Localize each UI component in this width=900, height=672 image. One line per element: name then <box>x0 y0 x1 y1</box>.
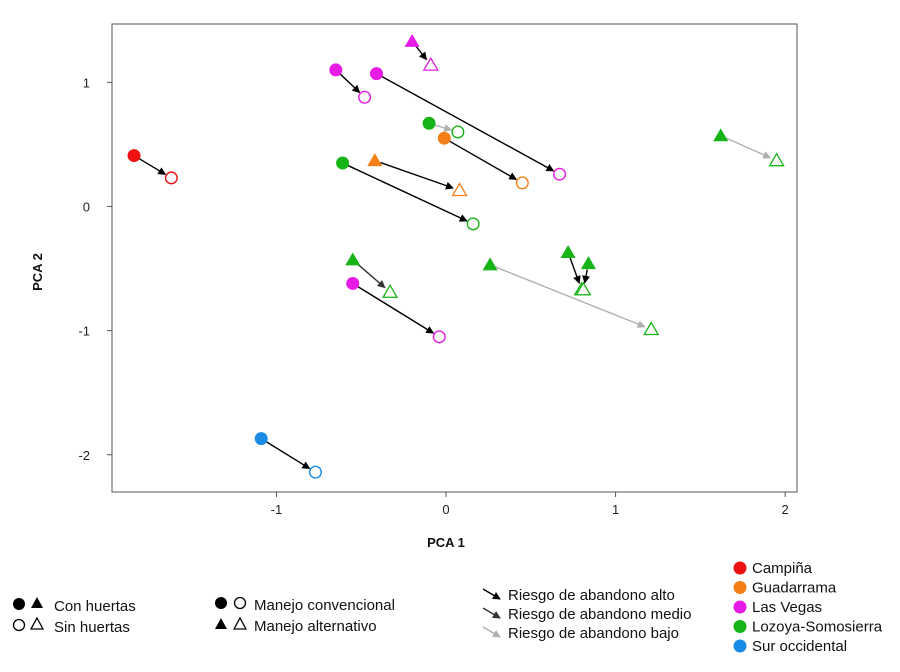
legend-region-swatch <box>733 620 747 633</box>
arrow-alto <box>339 73 361 94</box>
point-sin-huertas-triangle <box>575 281 592 296</box>
point-con-huertas-circle <box>254 432 268 446</box>
legend-manejo: Manejo convencional Manejo alternativo <box>215 596 395 635</box>
legend-arrow-bajo-icon <box>482 626 501 638</box>
legend-riesgo-alto: Riesgo de abandono alto <box>508 587 675 604</box>
point-con-huertas-triangle <box>713 128 729 142</box>
legend-region-label: Campiña <box>752 560 813 577</box>
legend-region-label: Las Vegas <box>752 599 822 616</box>
legend-region-swatch <box>733 581 747 594</box>
legend-region-label: Guadarrama <box>752 580 837 597</box>
legend-manejo-convencional: Manejo convencional <box>254 597 395 614</box>
point-sin-huertas-circle <box>515 176 529 190</box>
point-sin-huertas-circle <box>308 465 322 479</box>
point-sin-huertas-triangle <box>643 321 660 336</box>
legend-manejo-hollow-triangle-icon <box>232 616 248 630</box>
legend-region-swatch <box>733 600 747 614</box>
arrow-bajo <box>434 124 453 132</box>
arrow-alto <box>381 75 555 172</box>
point-sin-huertas-circle <box>432 330 446 344</box>
y-tick-label: 0 <box>83 199 90 214</box>
point-sin-huertas-triangle <box>451 182 468 197</box>
point-con-huertas-triangle <box>404 33 420 47</box>
point-con-huertas-triangle <box>482 257 498 271</box>
point-sin-huertas-circle <box>451 125 465 139</box>
arrow-alto <box>582 269 590 284</box>
legend-manejo-alternativo: Manejo alternativo <box>254 618 377 635</box>
point-sin-huertas-circle <box>466 217 480 231</box>
point-con-huertas-triangle <box>560 245 576 258</box>
point-con-huertas-triangle <box>367 153 383 167</box>
x-tick-label: 0 <box>442 502 449 517</box>
legend-hollow-triangle-icon <box>29 616 45 630</box>
x-tick-label: 1 <box>612 502 619 517</box>
point-sin-huertas-triangle <box>768 152 785 167</box>
arrow-alto <box>569 257 581 285</box>
legend-manejo-filled-circle-icon <box>215 597 227 609</box>
plot-frame <box>111 23 798 493</box>
point-sin-huertas-triangle <box>422 56 439 71</box>
y-axis-label: PCA 2 <box>30 253 45 291</box>
point-con-huertas-circle <box>422 116 436 130</box>
legend-riesgo: Riesgo de abandono alto Riesgo de abando… <box>482 587 691 642</box>
point-con-huertas-circle <box>127 149 141 163</box>
legend-riesgo-bajo: Riesgo de abandono bajo <box>508 625 679 642</box>
legend-manejo-hollow-circle-icon <box>233 596 247 610</box>
legend-region-swatch <box>733 639 747 653</box>
point-con-huertas-circle <box>370 67 384 81</box>
point-sin-huertas-triangle <box>381 284 399 298</box>
arrows-layer <box>138 45 772 470</box>
point-con-huertas-circle <box>336 156 350 170</box>
arrow-alto <box>357 286 435 334</box>
legend-sin-huertas: Sin huertas <box>54 619 130 636</box>
legend-manejo-filled-triangle-icon <box>215 618 227 629</box>
legend-filled-triangle-icon <box>31 597 43 608</box>
legend-huertas: Con huertas Sin huertas <box>12 597 136 636</box>
legend-arrow-alto-icon <box>482 588 501 600</box>
arrow-medio <box>356 263 386 289</box>
markers-layer <box>127 33 785 479</box>
point-con-huertas-triangle <box>580 256 596 270</box>
y-tick-label: 1 <box>83 75 90 90</box>
arrow-bajo <box>495 266 646 328</box>
legend-riesgo-medio: Riesgo de abandono medio <box>508 606 691 623</box>
legend-hollow-circle-icon <box>12 618 26 632</box>
arrow-alto <box>265 441 311 470</box>
y-tick-label: -2 <box>78 448 90 463</box>
point-sin-huertas-circle <box>358 90 372 104</box>
legend-con-huertas: Con huertas <box>54 598 136 615</box>
point-con-huertas-circle <box>437 131 451 145</box>
legend-region-label: Lozoya-Somosierra <box>752 619 883 636</box>
arrow-alto <box>415 45 428 61</box>
legend-arrow-medio-icon <box>482 607 501 619</box>
y-tick-label: -1 <box>78 324 90 339</box>
x-tick-label: -1 <box>271 502 283 517</box>
y-axis-ticks: 1 0 -1 -2 <box>78 75 112 463</box>
x-axis-ticks: -1 0 1 2 <box>271 492 789 517</box>
x-tick-label: 2 <box>782 502 789 517</box>
point-sin-huertas-circle <box>553 167 567 181</box>
arrow-alto <box>380 161 454 190</box>
arrow-alto <box>138 158 167 175</box>
arrow-alto <box>449 140 518 181</box>
point-con-huertas-triangle <box>345 252 361 266</box>
legend-regions: Campiña Guadarrama Las Vegas Lozoya-Somosie… <box>733 560 883 655</box>
point-sin-huertas-circle <box>164 171 178 185</box>
legend-filled-circle-icon <box>13 598 25 610</box>
legend-region-label: Sur occidental <box>752 638 847 655</box>
arrow-bajo <box>725 137 772 159</box>
point-con-huertas-circle <box>329 63 343 77</box>
legend-region-swatch <box>733 561 747 575</box>
arrow-alto <box>347 164 468 222</box>
point-con-huertas-circle <box>346 276 360 290</box>
x-axis-label: PCA 1 <box>427 535 465 550</box>
